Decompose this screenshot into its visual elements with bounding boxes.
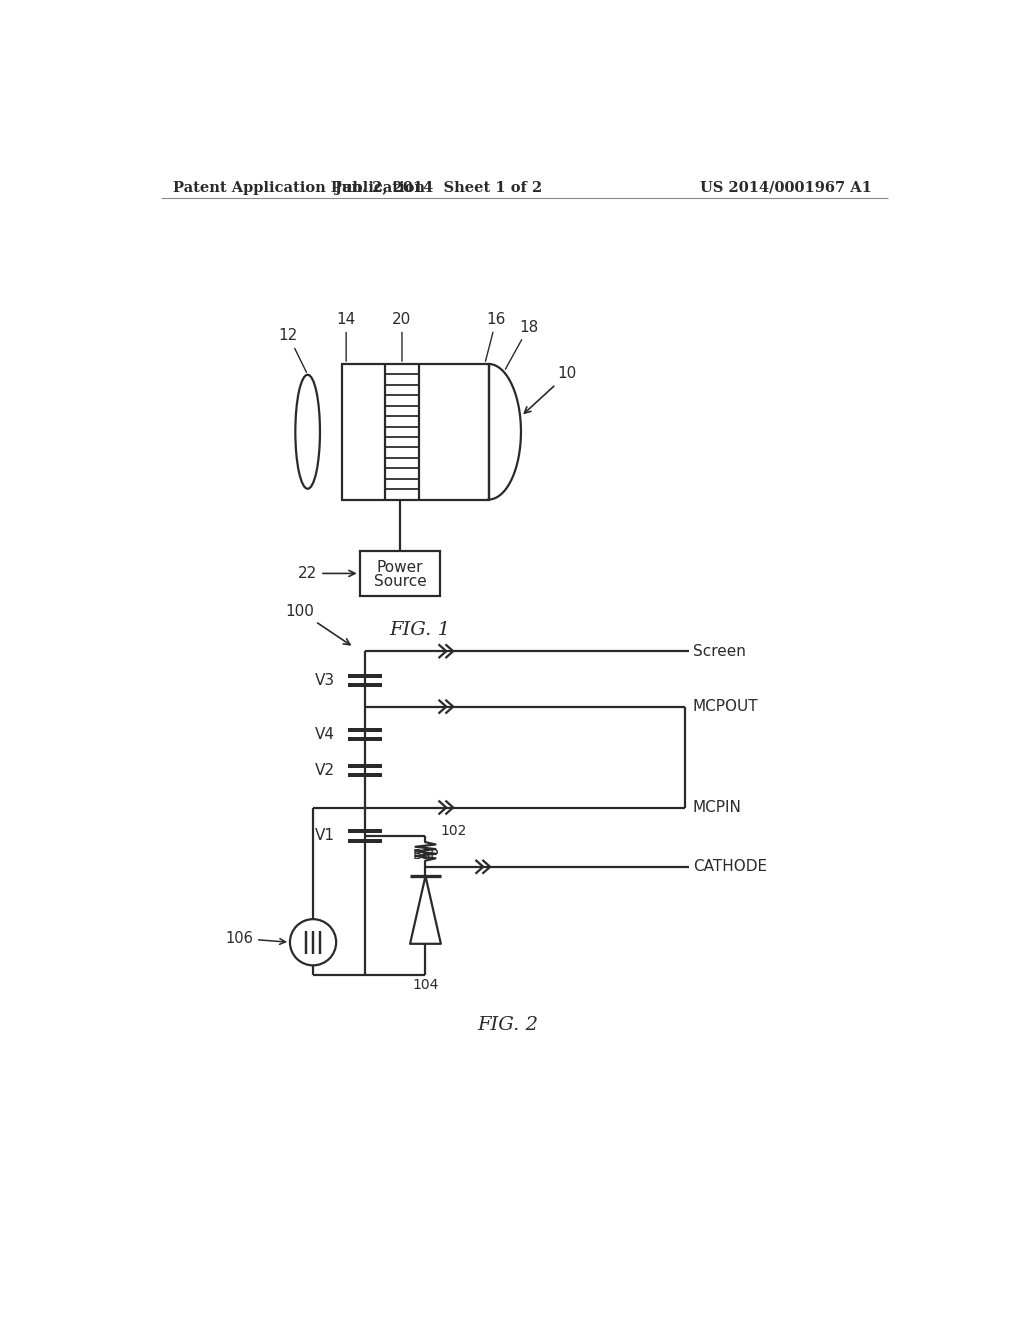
Bar (359, 552, 440, 595)
Text: Jan. 2, 2014  Sheet 1 of 2: Jan. 2, 2014 Sheet 1 of 2 (335, 181, 542, 194)
Text: Power: Power (377, 560, 423, 574)
Text: Patent Application Publication: Patent Application Publication (173, 181, 425, 194)
Text: US 2014/0001967 A1: US 2014/0001967 A1 (700, 181, 872, 194)
Text: FIG. 1: FIG. 1 (389, 622, 450, 639)
Text: 10: 10 (524, 367, 577, 413)
Text: Source: Source (374, 574, 426, 590)
Text: 16: 16 (485, 312, 506, 362)
Text: 14: 14 (337, 312, 355, 362)
Text: V3: V3 (314, 673, 335, 688)
Text: 100: 100 (286, 603, 350, 644)
Text: 22: 22 (298, 566, 355, 581)
Text: V2: V2 (314, 763, 335, 777)
Text: V1: V1 (314, 829, 335, 843)
Text: Screen: Screen (692, 644, 745, 659)
Text: 18: 18 (506, 319, 539, 370)
Text: CATHODE: CATHODE (692, 859, 767, 874)
Text: MCPOUT: MCPOUT (692, 700, 759, 714)
Text: 104: 104 (413, 978, 438, 993)
Text: MCPIN: MCPIN (692, 800, 741, 814)
Text: 106: 106 (225, 931, 286, 946)
Text: 12: 12 (279, 327, 306, 372)
Text: V4: V4 (314, 727, 335, 742)
Bar (342, 364, 488, 499)
Text: 20: 20 (392, 312, 412, 362)
Text: BSP: BSP (413, 849, 438, 862)
Text: FIG. 2: FIG. 2 (477, 1015, 539, 1034)
Text: 102: 102 (441, 824, 467, 838)
